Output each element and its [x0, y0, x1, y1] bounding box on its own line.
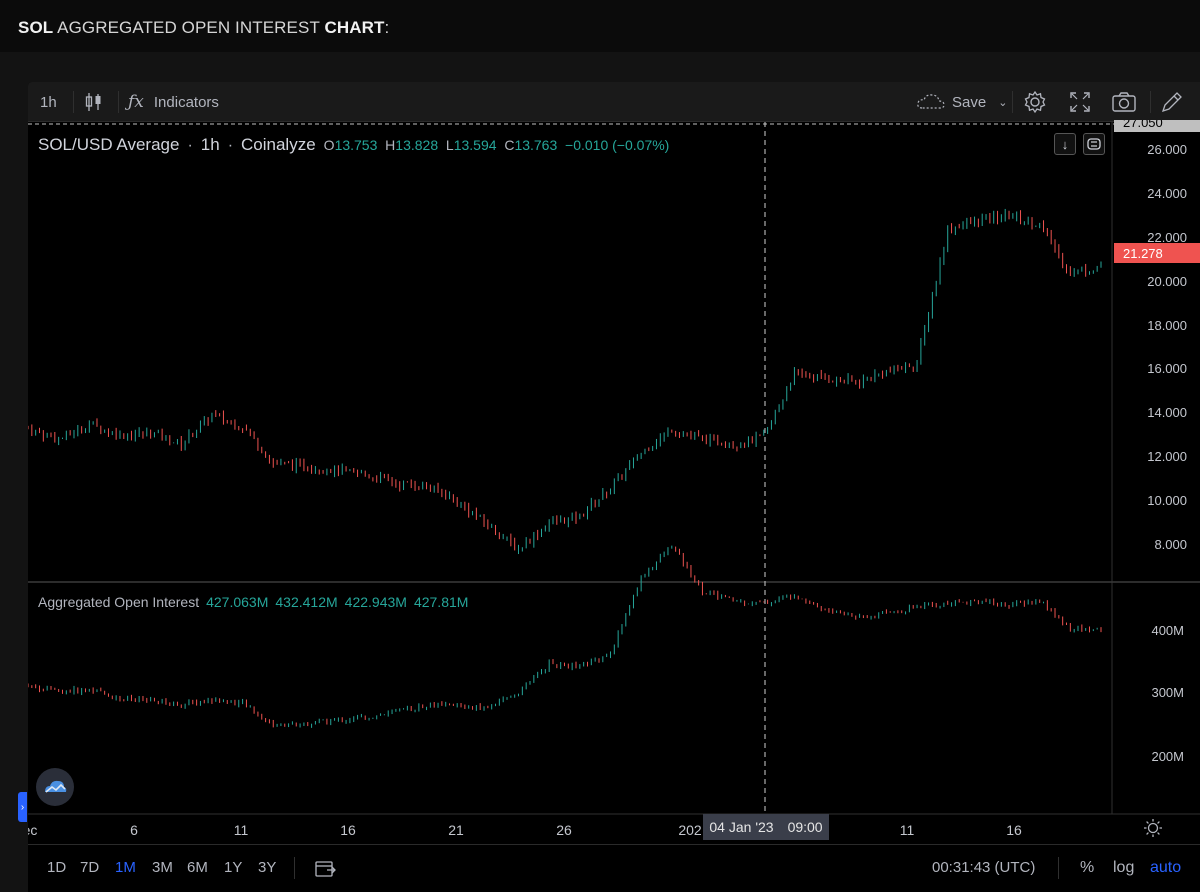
time-tick: 11: [233, 822, 249, 838]
sun-icon[interactable]: [1143, 818, 1163, 843]
oi-tick: 300M: [1151, 685, 1184, 700]
legend-change: −0.010 (−0.07%): [565, 137, 670, 153]
legend-interval: 1h: [200, 135, 220, 154]
range-button-1m[interactable]: 1M: [115, 859, 136, 876]
pane-borders: [28, 122, 1200, 815]
top-toolbar: 1h ƒx Indicators Save ⌄: [28, 82, 1200, 122]
chart-widget: 1h ƒx Indicators Save ⌄: [28, 82, 1200, 892]
legend-high-key: H: [385, 137, 396, 153]
price-tick: 16.000: [1147, 361, 1187, 376]
time-tick: 16: [1006, 822, 1022, 838]
title-suffix: :: [384, 18, 390, 37]
oi-legend-v3: 422.943M: [344, 594, 407, 610]
cloud-icon: [917, 94, 945, 109]
oi-legend-name[interactable]: Aggregated Open Interest: [38, 594, 200, 610]
price-tick: 26.000: [1147, 142, 1187, 157]
legend-sep: ·: [227, 137, 234, 154]
legend-close: 13.763: [514, 137, 558, 153]
bottom-divider: [294, 857, 295, 879]
legend-close-key: C: [504, 137, 515, 153]
legend-open: 13.753: [334, 137, 378, 153]
price-series: [28, 208, 1102, 555]
time-tick: 202: [678, 822, 702, 838]
auto-toggle[interactable]: auto: [1150, 859, 1182, 876]
legend-symbol[interactable]: SOL/USD Average: [38, 135, 180, 154]
log-toggle[interactable]: log: [1113, 859, 1135, 876]
bottom-bar: 1D 7D 1M 3M 6M 1Y 3Y 00:31:43 (UTC) % lo…: [28, 844, 1200, 892]
legend-open-key: O: [323, 137, 335, 153]
time-tick: 11: [899, 822, 915, 838]
crosshair-date-label: 04 Jan '23 09:00: [703, 814, 829, 840]
date-range-icon[interactable]: [314, 858, 336, 883]
page-title: SOL AGGREGATED OPEN INTEREST CHART:: [18, 18, 389, 38]
candles-icon[interactable]: [84, 82, 104, 122]
axis-top-label: 27.050: [1114, 120, 1200, 132]
side-panel-toggle[interactable]: ›: [18, 792, 27, 822]
title-symbol: SOL: [18, 18, 54, 37]
legend-sep: ·: [187, 137, 193, 154]
price-tick: 14.000: [1147, 405, 1187, 420]
toolbar-divider: [118, 91, 119, 113]
toolbar-divider: [1012, 91, 1013, 113]
oi-tick: 400M: [1151, 623, 1184, 638]
indicators-button[interactable]: ƒx Indicators: [128, 82, 219, 122]
oi-legend-v2: 432.412M: [275, 594, 338, 610]
gear-icon[interactable]: [1023, 82, 1047, 122]
crosshair-time: 09:00: [787, 819, 823, 835]
price-legend: SOL/USD Average · 1h · Coinalyze O13.753…: [38, 135, 669, 155]
oi-tick: 200M: [1151, 749, 1184, 764]
oi-legend: Aggregated Open Interest 427.063M 432.41…: [38, 594, 468, 610]
oi-legend-v4: 427.81M: [413, 594, 469, 610]
toolbar-divider: [73, 91, 74, 113]
logo-icon[interactable]: [36, 768, 74, 806]
time-tick: 26: [556, 822, 572, 838]
open-interest-series: [28, 545, 1102, 728]
drawing-icon[interactable]: [1160, 82, 1184, 122]
price-tick: 24.000: [1147, 186, 1187, 201]
save-button[interactable]: Save ⌄: [916, 82, 1007, 122]
price-tick: 10.000: [1147, 493, 1187, 508]
time-tick: 6: [130, 822, 138, 838]
camera-icon[interactable]: [1111, 82, 1137, 122]
chevron-down-icon[interactable]: ⌄: [998, 96, 1008, 109]
price-tick: 22.000: [1147, 230, 1187, 245]
time-tick: ec: [28, 822, 38, 838]
title-bold: CHART: [324, 18, 385, 37]
price-tick: 18.000: [1147, 318, 1187, 333]
percent-toggle[interactable]: %: [1080, 859, 1095, 876]
range-button-6m[interactable]: 6M: [187, 859, 208, 876]
legend-low-key: L: [445, 137, 454, 153]
range-button-3m[interactable]: 3M: [152, 859, 173, 876]
legend-low: 13.594: [453, 137, 497, 153]
legend-high: 13.828: [395, 137, 439, 153]
price-tick: 8.000: [1154, 537, 1187, 552]
crosshair-date: 04 Jan '23: [709, 819, 774, 835]
bottom-divider: [1058, 857, 1059, 879]
oi-legend-v1: 427.063M: [206, 594, 269, 610]
legend-source: Coinalyze: [241, 135, 316, 154]
range-button-3y[interactable]: 3Y: [258, 859, 277, 876]
toolbar-divider: [1150, 91, 1151, 113]
title-middle: AGGREGATED OPEN INTEREST: [53, 18, 325, 37]
range-button-1y[interactable]: 1Y: [224, 859, 243, 876]
price-tick: 12.000: [1147, 449, 1187, 464]
legend-ohlc: O13.753 H13.828 L13.594 C13.763 −0.010 (…: [324, 137, 670, 153]
indicators-label: Indicators: [153, 93, 219, 111]
arrow-down-icon[interactable]: ↓: [1054, 133, 1076, 155]
save-label: Save: [952, 93, 987, 111]
interval-button[interactable]: 1h: [40, 93, 57, 111]
page-header: SOL AGGREGATED OPEN INTEREST CHART:: [0, 0, 1200, 52]
range-button-7d[interactable]: 7D: [80, 859, 100, 876]
fullscreen-icon[interactable]: [1069, 82, 1091, 122]
range-button-1d[interactable]: 1D: [47, 859, 67, 876]
time-tick: 16: [340, 822, 356, 838]
fx-icon: ƒx: [128, 92, 144, 112]
restore-icon[interactable]: [1083, 133, 1105, 155]
time-tick: 21: [448, 822, 464, 838]
chart-canvas[interactable]: [28, 122, 1200, 844]
price-tick: 20.000: [1147, 274, 1187, 289]
last-price-tag: 21.278: [1114, 243, 1200, 263]
utc-clock[interactable]: 00:31:43 (UTC): [932, 859, 1036, 876]
